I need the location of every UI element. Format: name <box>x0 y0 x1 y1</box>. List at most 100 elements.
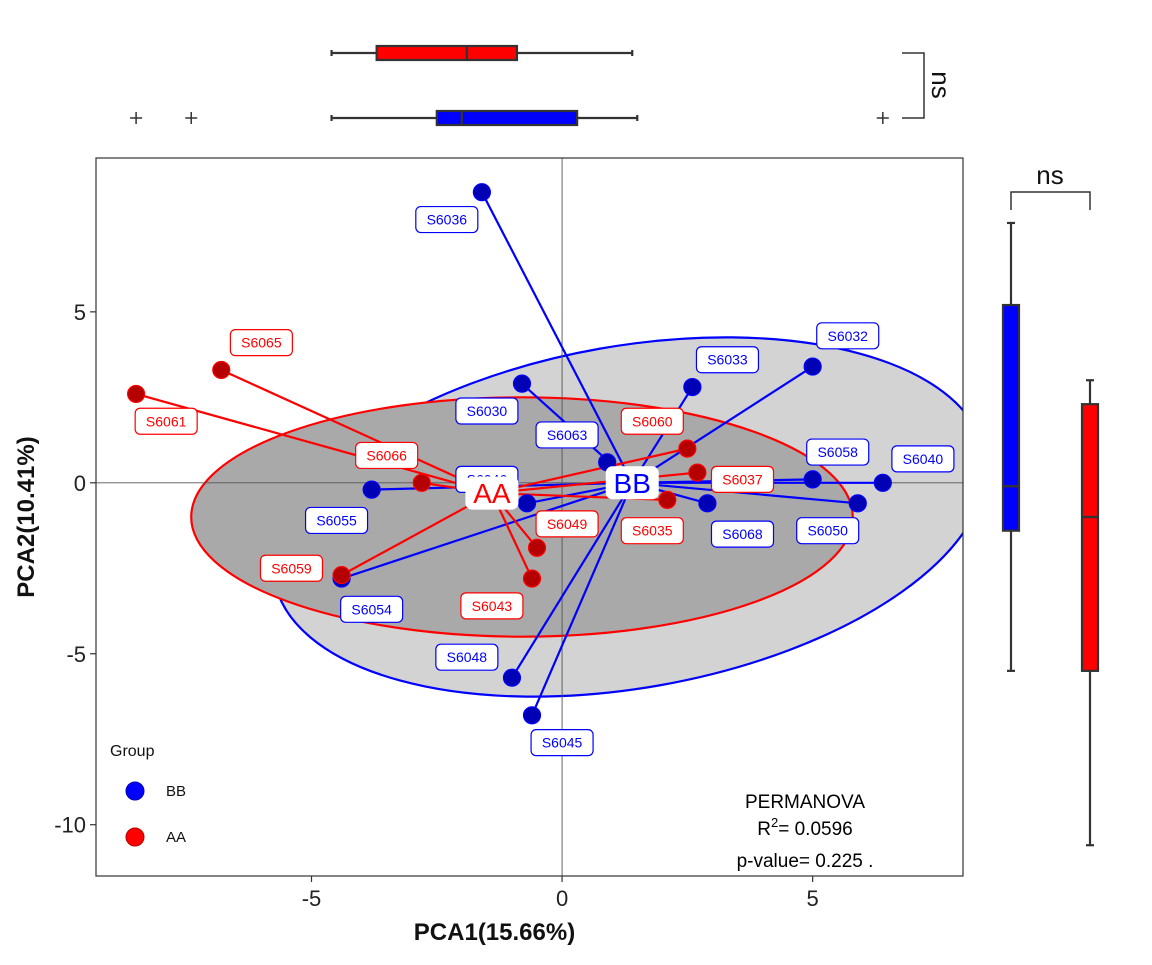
label-S6040: S6040 <box>891 445 955 473</box>
point-S6050 <box>848 494 867 513</box>
point-S6049 <box>527 538 547 557</box>
label-S6045: S6045 <box>530 729 594 757</box>
sample-labels: S6036S6032S6033S6030S6063S6058S6040S6046… <box>134 205 955 757</box>
label-text-S6055: S6055 <box>316 512 357 528</box>
point-S6058 <box>803 470 822 489</box>
label-box-S6054 <box>340 595 404 623</box>
segment-S6060 <box>491 447 688 495</box>
centroid-label-bb: BB <box>614 468 651 499</box>
label-box-S6030 <box>455 397 519 425</box>
label-box-S6060 <box>620 407 684 435</box>
label-box-S6032 <box>816 322 880 350</box>
label-S6049: S6049 <box>535 510 599 538</box>
legend: Group BB AA <box>110 743 186 847</box>
r2-value: = 0.0596 <box>778 819 853 840</box>
label-S6063: S6063 <box>535 421 599 449</box>
group-centroids: BB AA <box>465 466 659 510</box>
label-text-S6035: S6035 <box>632 523 673 539</box>
legend-key-aa <box>125 827 145 847</box>
point-S6061 <box>126 384 146 404</box>
r2-prefix: R <box>757 819 771 840</box>
point-S6045 <box>522 706 542 725</box>
point-S6040 <box>873 473 892 492</box>
centroid-bb: BB <box>605 466 659 500</box>
x-tick-label: -5 <box>302 886 322 911</box>
box-iqr <box>1001 303 1021 532</box>
point-S6059 <box>332 566 351 585</box>
y-tick-label: 0 <box>74 471 86 496</box>
r2-superscript: 2 <box>771 815 778 830</box>
label-text-S6032: S6032 <box>827 328 868 344</box>
point-S6032 <box>803 357 822 376</box>
centroid-label-aa: AA <box>473 478 511 509</box>
label-S6058: S6058 <box>806 438 870 466</box>
point-S6037 <box>688 463 707 482</box>
label-S6036: S6036 <box>415 205 479 234</box>
right-marginal-boxplot: ns <box>1001 160 1100 847</box>
label-box-S6050 <box>796 517 860 545</box>
annotation-p-value: p-value= 0.225 . <box>737 851 874 872</box>
point-S6036 <box>472 183 491 202</box>
label-box-S6040 <box>891 445 955 473</box>
plot-panel-border <box>95 157 964 877</box>
top-box-bb <box>130 109 889 127</box>
label-box-S6066 <box>355 441 419 470</box>
legend-title: Group <box>110 743 155 760</box>
label-text-S6030: S6030 <box>467 403 508 419</box>
label-box-S6061 <box>134 407 198 435</box>
right-box-bb <box>1001 221 1021 672</box>
right-significance-bracket <box>1010 191 1091 210</box>
label-box-S6037 <box>710 465 775 493</box>
label-text-S6054: S6054 <box>351 601 392 617</box>
label-box-S6059 <box>259 554 324 582</box>
label-S6068: S6068 <box>710 520 775 548</box>
label-box-S6045 <box>530 729 594 757</box>
axes: -5 0 5 -10 -5 0 5 PCA1(15.66%) PCA2(10.41%) <box>13 300 819 946</box>
label-S6066: S6066 <box>355 441 419 470</box>
label-box-S6058 <box>806 438 870 466</box>
label-text-S6045: S6045 <box>542 735 583 751</box>
x-axis-title: PCA1(15.66%) <box>414 919 575 946</box>
y-axis-title: PCA2(10.41%) <box>13 436 40 597</box>
point-S6048 <box>502 668 522 687</box>
label-S6035: S6035 <box>620 517 684 545</box>
label-S6030: S6030 <box>455 397 519 425</box>
point-S6065 <box>212 360 231 380</box>
label-text-S6033: S6033 <box>707 352 748 368</box>
label-S6061: S6061 <box>134 407 198 435</box>
label-S6050: S6050 <box>796 517 860 545</box>
point-S6046 <box>517 494 537 513</box>
segment-S6050 <box>632 481 858 505</box>
y-tick-label: -10 <box>54 813 86 838</box>
label-text-S6036: S6036 <box>427 212 468 228</box>
label-S6055: S6055 <box>304 506 369 535</box>
label-S6065: S6065 <box>229 329 293 357</box>
top-marginal-boxplot: ns <box>130 44 956 127</box>
label-text-S6059: S6059 <box>271 560 312 576</box>
top-box-aa <box>330 44 634 62</box>
label-S6048: S6048 <box>435 643 499 671</box>
segment-S6048 <box>511 482 634 679</box>
segment-S6036 <box>480 191 634 484</box>
label-text-S6060: S6060 <box>632 413 673 429</box>
legend-label-aa: AA <box>166 829 186 846</box>
label-box-S6036 <box>415 205 479 234</box>
segment-S6054 <box>341 481 633 580</box>
centroid-box-bb <box>605 466 659 500</box>
label-text-S6043: S6043 <box>472 598 513 614</box>
top-significance-bracket <box>902 52 925 119</box>
label-text-S6066: S6066 <box>366 447 407 463</box>
right-box-aa <box>1080 379 1100 847</box>
label-text-S6048: S6048 <box>447 649 488 665</box>
segment-S6037 <box>491 471 698 495</box>
label-text-S6063: S6063 <box>547 427 588 443</box>
label-text-S6049: S6049 <box>547 516 588 532</box>
centroid-aa: AA <box>465 476 519 510</box>
label-text-S6058: S6058 <box>817 444 858 460</box>
box-iqr <box>375 44 519 62</box>
point-S6068 <box>698 494 717 513</box>
segment-S6065 <box>220 368 493 495</box>
point-S6030 <box>512 374 532 393</box>
